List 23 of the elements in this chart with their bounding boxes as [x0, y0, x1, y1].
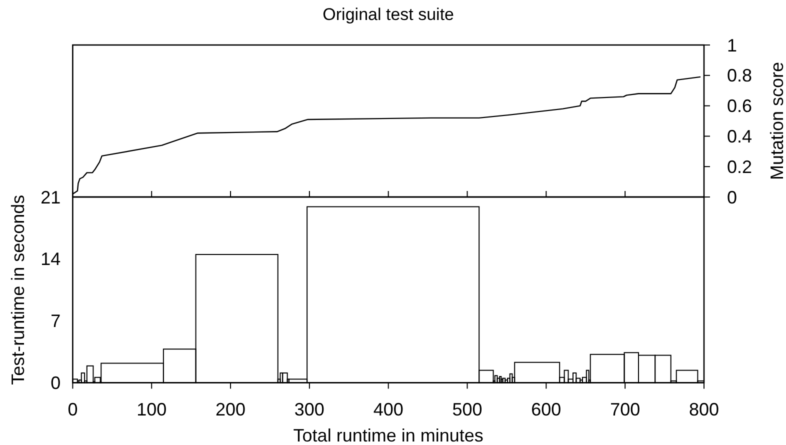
x-tick-label: 500 [452, 400, 482, 420]
y-tick-label: 0.4 [727, 126, 752, 146]
x-tick-label: 0 [68, 400, 78, 420]
x-tick-label: 400 [373, 400, 404, 420]
y-tick-label: 0.8 [727, 66, 752, 86]
y-tick-label: 14 [40, 249, 61, 270]
y-tick-label: 0 [727, 187, 738, 208]
y-tick-label: 0.6 [727, 96, 752, 116]
y-tick-label: 0 [50, 373, 61, 393]
x-tick-label: 300 [294, 400, 324, 420]
x-tick-label: 100 [136, 400, 167, 420]
x-axis-title: Total runtime in minutes [293, 426, 484, 445]
x-tick-label: 700 [610, 400, 640, 420]
y-tick-label: 1 [727, 35, 738, 56]
y-tick-label: 21 [40, 187, 61, 208]
y-tick-label: 7 [50, 311, 61, 332]
x-tick-label: 600 [531, 400, 562, 420]
y-axis-title: Mutation score [767, 62, 786, 180]
y-axis-title: Test-runtime in seconds [8, 194, 28, 385]
chart-title: Original test suite [322, 5, 454, 24]
y-tick-label: 0.2 [727, 156, 752, 177]
x-tick-label: 200 [216, 400, 246, 420]
x-tick-label: 800 [688, 400, 720, 420]
